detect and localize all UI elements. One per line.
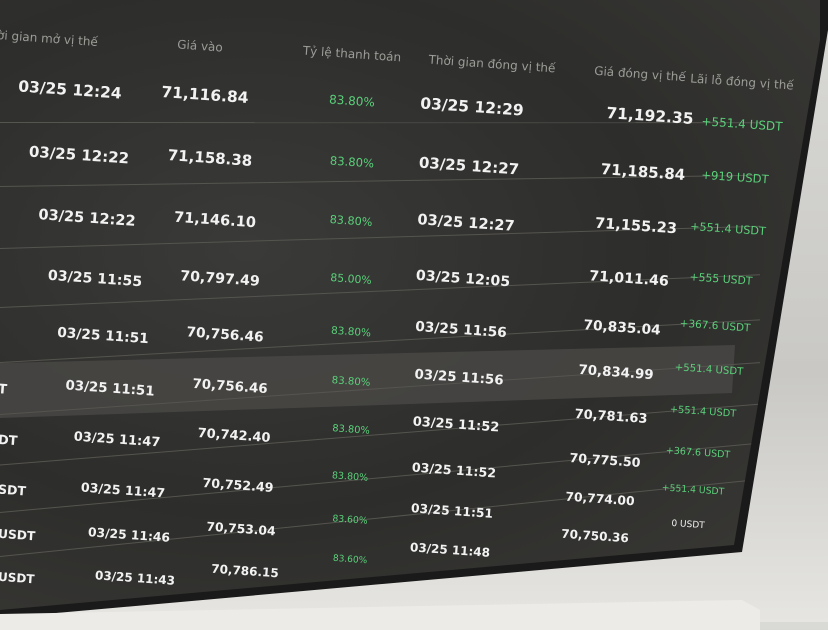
symbol-cell: T xyxy=(0,382,7,398)
symbol-cell: USDT xyxy=(0,570,35,587)
rate-cell: 85.00% xyxy=(330,271,372,287)
rate-cell: 83.60% xyxy=(332,513,368,526)
symbol-cell: SDT xyxy=(0,482,26,499)
symbol-cell: DT xyxy=(0,432,18,448)
row-separator xyxy=(0,443,760,512)
symbol-cell: USDT xyxy=(0,527,36,544)
